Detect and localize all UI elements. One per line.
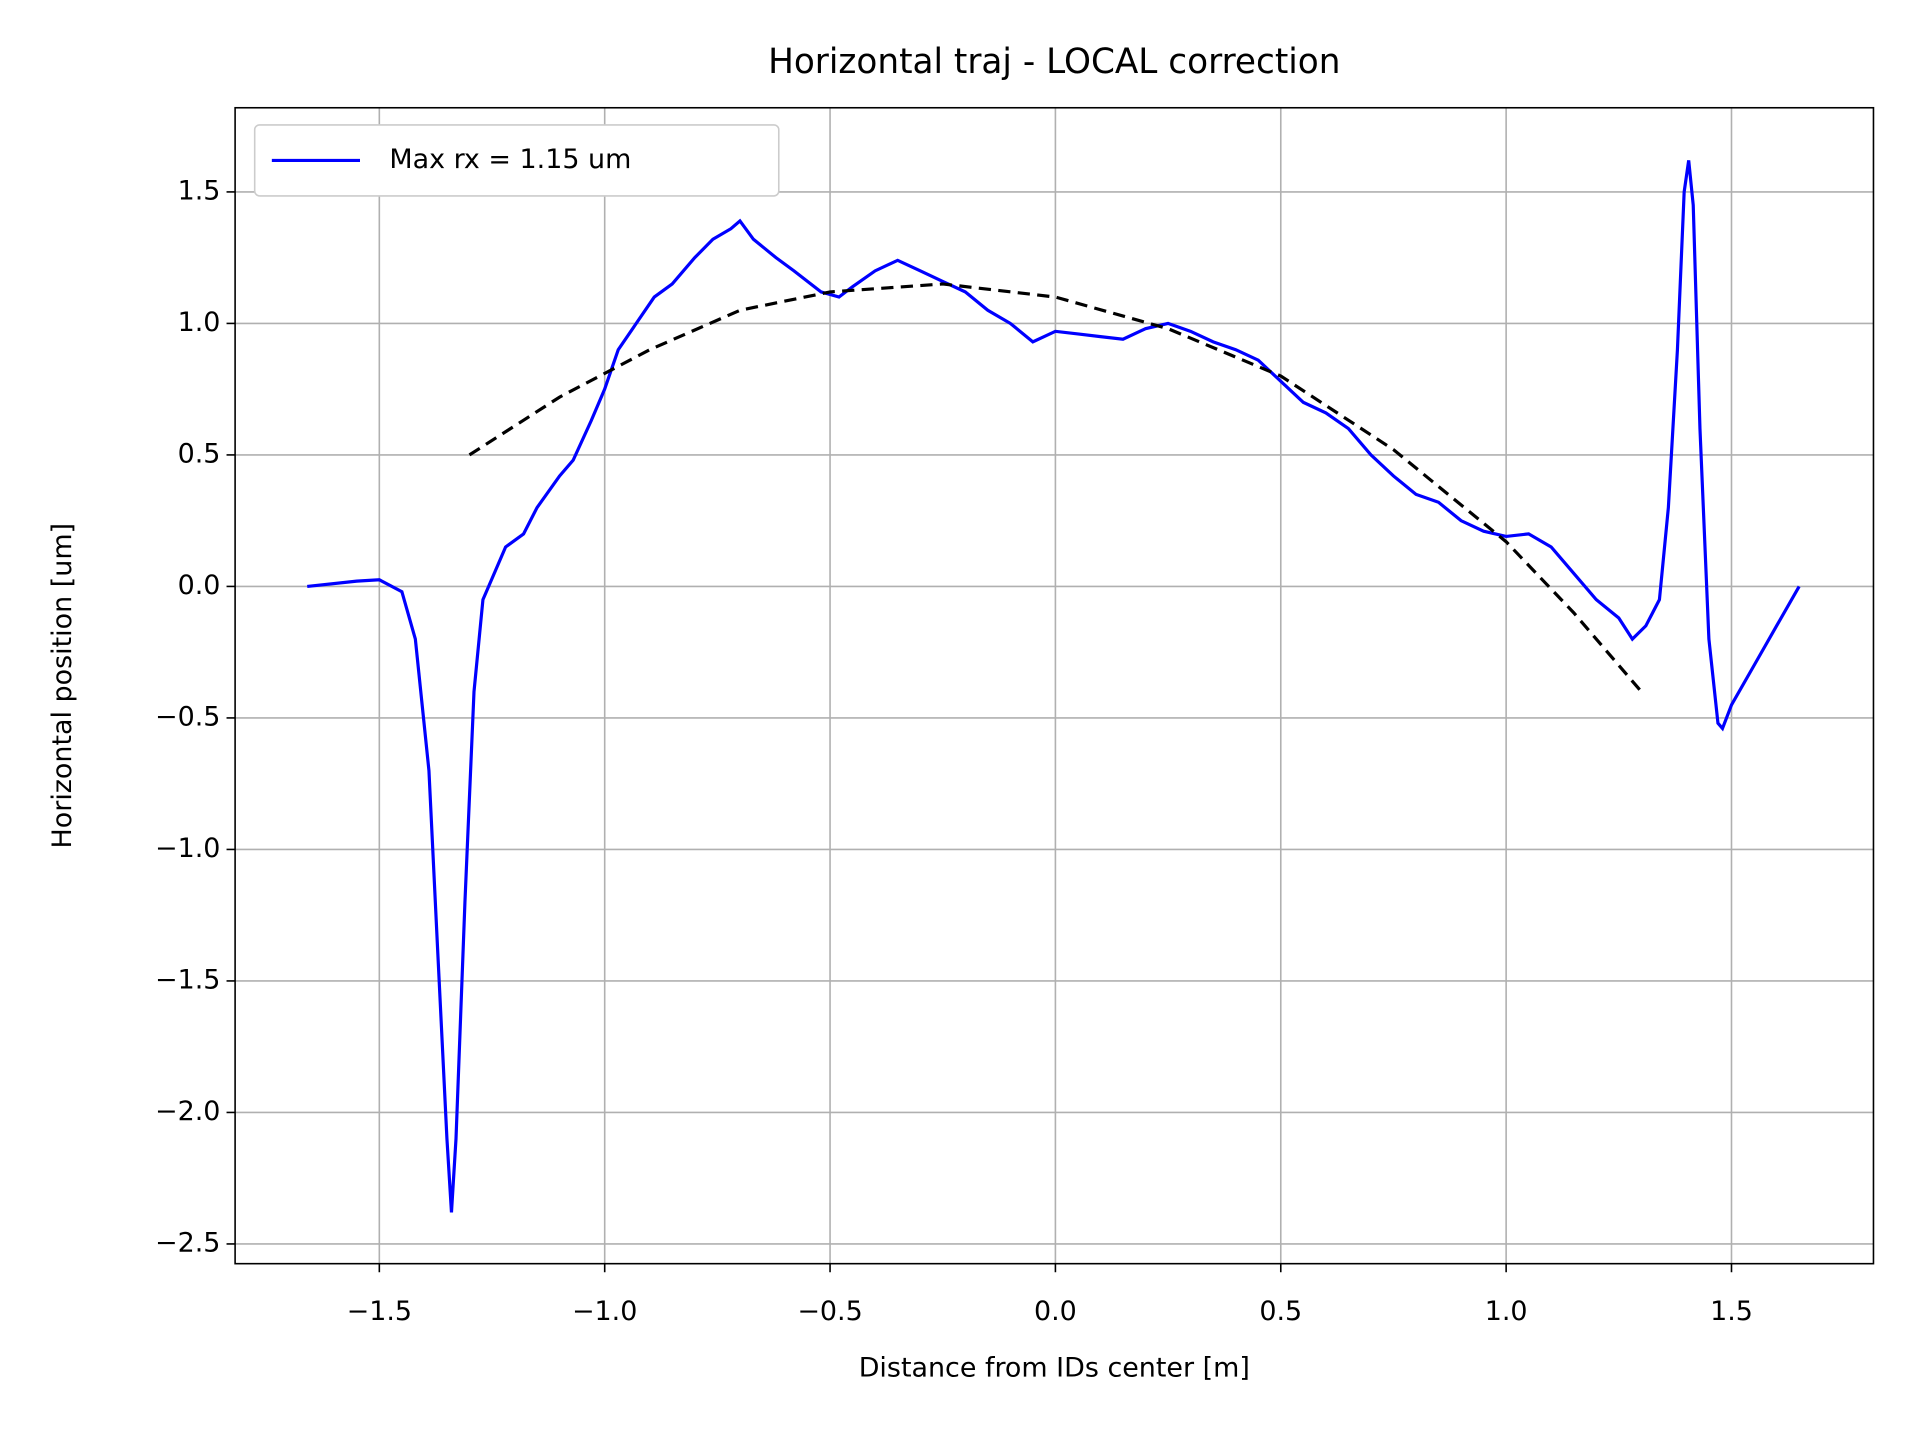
x-tick-label: 0.0 [1034, 1296, 1077, 1327]
y-tick-label: −2.5 [155, 1227, 220, 1258]
y-tick-label: −2.0 [155, 1096, 220, 1127]
y-tick-label: −1.0 [155, 833, 220, 864]
x-tick-label: 1.5 [1710, 1296, 1753, 1327]
y-axis-label: Horizontal position [um] [47, 523, 78, 849]
series-line [307, 160, 1801, 1213]
x-tick-label: 0.5 [1259, 1296, 1302, 1327]
y-tick-label: 0.0 [178, 570, 221, 601]
x-axis-label: Distance from IDs center [m] [859, 1352, 1250, 1383]
y-tick-label: −0.5 [155, 701, 220, 732]
x-tick-label: −1.5 [347, 1296, 412, 1327]
series-line [468, 282, 1643, 693]
plot-frame [234, 106, 1875, 1265]
x-tick-label: 1.0 [1485, 1296, 1528, 1327]
y-tick-label: 1.0 [178, 307, 221, 338]
y-tick-label: 1.5 [178, 175, 221, 206]
chart-title: Horizontal traj - LOCAL correction [768, 42, 1340, 82]
x-tick-label: −1.0 [572, 1296, 637, 1327]
legend-label: Max rx = 1.15 um [389, 144, 631, 175]
y-tick-label: 0.5 [178, 438, 221, 469]
x-tick-label: −0.5 [797, 1296, 862, 1327]
legend-box [253, 124, 780, 197]
y-tick-label: −1.5 [155, 964, 220, 995]
